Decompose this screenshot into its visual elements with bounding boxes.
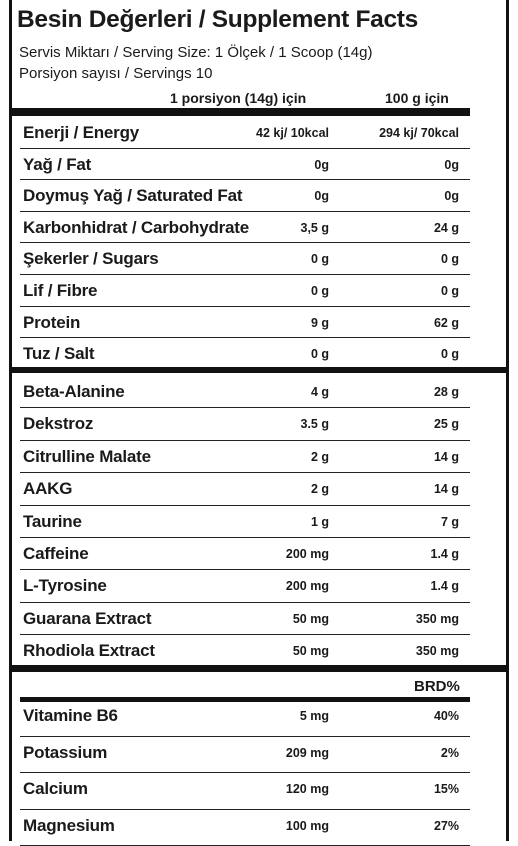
per-serving-value: 0g	[314, 189, 329, 203]
table-row: Tuz / Salt 0 g 0 g	[9, 338, 509, 370]
per-serving-value: 0 g	[311, 347, 329, 361]
row-label: L-Tyrosine	[23, 576, 107, 596]
per-100g-value: 0g	[444, 158, 459, 172]
per-serving-value: 0 g	[311, 252, 329, 266]
thick-divider	[9, 367, 509, 373]
per-100g-value: 62 g	[434, 316, 459, 330]
per-serving-value: 209 mg	[286, 746, 329, 760]
rdi-header: BRD%	[414, 678, 460, 695]
per-serving-value: 120 mg	[286, 782, 329, 796]
per-serving-value: 50 mg	[293, 644, 329, 658]
per-serving-value: 5 mg	[300, 709, 329, 723]
row-label: Dekstroz	[23, 414, 93, 434]
per-100g-value: 14 g	[434, 482, 459, 496]
per-serving-value: 0 g	[311, 284, 329, 298]
per-serving-value: 4 g	[311, 385, 329, 399]
table-row: AAKG 2 g 14 g	[9, 473, 509, 505]
per-serving-value: 200 mg	[286, 547, 329, 561]
rdi-percent-value: 15%	[434, 782, 459, 796]
table-row: Enerji / Energy 42 kj/ 10kcal 294 kj/ 70kc…	[9, 117, 509, 149]
per-100g-value: 0 g	[441, 347, 459, 361]
row-label: Protein	[23, 313, 80, 333]
per-serving-value: 100 mg	[286, 819, 329, 833]
supplement-facts-panel: Besin Değerleri / Supplement Facts Servi…	[9, 0, 509, 841]
serving-size: Servis Miktarı / Serving Size: 1 Ölçek /…	[19, 44, 372, 61]
table-row: Şekerler / Sugars 0 g 0 g	[9, 243, 509, 275]
per-serving-value: 2 g	[311, 482, 329, 496]
row-label: Rhodiola Extract	[23, 641, 155, 661]
row-label: Yağ / Fat	[23, 155, 91, 175]
row-label: Vitamine B6	[23, 706, 118, 726]
table-row: Calcium 120 mg 15%	[9, 773, 509, 810]
column-header-per-100g: 100 g için	[385, 90, 449, 106]
rdi-percent-value: 2%	[441, 746, 459, 760]
table-row: Potassium 209 mg 2%	[9, 737, 509, 774]
table-row: Citrulline Malate 2 g 14 g	[9, 441, 509, 473]
row-label: AAKG	[23, 479, 72, 499]
table-row: Guarana Extract 50 mg 350 mg	[9, 603, 509, 635]
table-row: Yağ / Fat 0g 0g	[9, 149, 509, 181]
row-label: Taurine	[23, 512, 82, 532]
row-label: Guarana Extract	[23, 609, 151, 629]
column-header-per-serving: 1 porsiyon (14g) için	[170, 90, 306, 106]
row-label: Karbonhidrat / Carbohydrate	[23, 218, 249, 238]
per-serving-value: 200 mg	[286, 579, 329, 593]
per-100g-value: 25 g	[434, 417, 459, 431]
row-label: Calcium	[23, 779, 88, 799]
rdi-percent-value: 40%	[434, 709, 459, 723]
per-100g-value: 24 g	[434, 221, 459, 235]
table-row: Taurine 1 g 7 g	[9, 506, 509, 538]
per-100g-value: 14 g	[434, 450, 459, 464]
per-100g-value: 0 g	[441, 284, 459, 298]
per-100g-value: 0g	[444, 189, 459, 203]
row-label: Tuz / Salt	[23, 344, 94, 364]
per-100g-value: 350 mg	[416, 644, 459, 658]
row-label: Doymuş Yağ / Saturated Fat	[23, 186, 242, 206]
thick-divider	[9, 665, 509, 672]
table-row: Beta-Alanine 4 g 28 g	[9, 376, 509, 408]
table-row: Doymuş Yağ / Saturated Fat 0g 0g	[9, 180, 509, 212]
row-label: Lif / Fibre	[23, 281, 97, 301]
row-label: Şekerler / Sugars	[23, 249, 159, 269]
row-label: Caffeine	[23, 544, 88, 564]
per-100g-value: 350 mg	[416, 612, 459, 626]
thick-divider	[9, 108, 470, 116]
per-100g-value: 7 g	[441, 515, 459, 529]
table-row: Karbonhidrat / Carbohydrate 3,5 g 24 g	[9, 212, 509, 244]
table-row: Protein 9 g 62 g	[9, 307, 509, 339]
per-serving-value: 50 mg	[293, 612, 329, 626]
rdi-percent-value: 27%	[434, 819, 459, 833]
row-label: Enerji / Energy	[23, 123, 139, 143]
per-100g-value: 294 kj/ 70kcal	[379, 126, 459, 140]
table-row: Rhodiola Extract 50 mg 350 mg	[9, 635, 509, 667]
per-serving-value: 42 kj/ 10kcal	[256, 126, 329, 140]
table-row: Dekstroz 3.5 g 25 g	[9, 408, 509, 440]
per-100g-value: 1.4 g	[431, 579, 460, 593]
row-label: Beta-Alanine	[23, 382, 125, 402]
servings-count: Porsiyon sayısı / Servings 10	[19, 65, 212, 82]
row-label: Potassium	[23, 743, 107, 763]
per-100g-value: 28 g	[434, 385, 459, 399]
table-row: Vitamine B6 5 mg 40%	[9, 700, 509, 737]
row-label: Citrulline Malate	[23, 447, 151, 467]
per-serving-value: 3,5 g	[301, 221, 330, 235]
table-row: L-Tyrosine 200 mg 1.4 g	[9, 570, 509, 602]
per-serving-value: 2 g	[311, 450, 329, 464]
table-row: Caffeine 200 mg 1.4 g	[9, 538, 509, 570]
per-serving-value: 1 g	[311, 515, 329, 529]
per-100g-value: 1.4 g	[431, 547, 460, 561]
per-100g-value: 0 g	[441, 252, 459, 266]
per-serving-value: 3.5 g	[301, 417, 330, 431]
per-serving-value: 9 g	[311, 316, 329, 330]
per-serving-value: 0g	[314, 158, 329, 172]
panel-title: Besin Değerleri / Supplement Facts	[17, 6, 418, 34]
table-row: Lif / Fibre 0 g 0 g	[9, 275, 509, 307]
row-label: Magnesium	[23, 816, 115, 836]
